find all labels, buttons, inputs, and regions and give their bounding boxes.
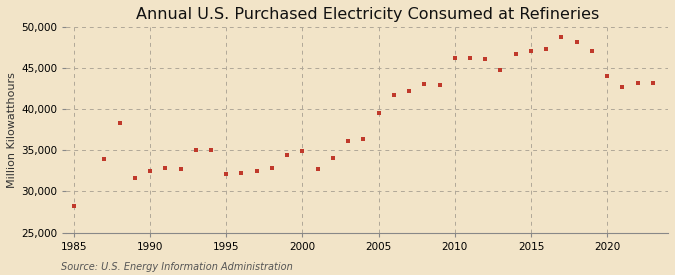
Point [373, 111, 384, 116]
Text: Source: U.S. Energy Information Administration: Source: U.S. Energy Information Administ… [61, 262, 292, 272]
Point [601, 73, 612, 78]
Point [114, 120, 125, 125]
Point [587, 49, 597, 53]
Point [556, 35, 567, 39]
Point [495, 68, 506, 72]
Point [358, 137, 369, 141]
Point [251, 169, 262, 173]
Point [267, 166, 277, 171]
Point [434, 82, 445, 87]
Point [281, 153, 292, 158]
Point [99, 156, 110, 161]
Point [130, 175, 140, 180]
Point [480, 57, 491, 62]
Point [313, 167, 323, 172]
Point [510, 51, 521, 56]
Point [297, 149, 308, 153]
Point [160, 166, 171, 171]
Point [68, 204, 79, 208]
Point [647, 81, 658, 85]
Point [175, 167, 186, 172]
Point [571, 40, 582, 44]
Point [206, 147, 217, 152]
Point [450, 56, 460, 60]
Y-axis label: Million Kilowatthours: Million Kilowatthours [7, 72, 17, 188]
Point [617, 85, 628, 89]
Point [221, 172, 232, 177]
Point [404, 89, 414, 94]
Title: Annual U.S. Purchased Electricity Consumed at Refineries: Annual U.S. Purchased Electricity Consum… [136, 7, 599, 22]
Point [190, 148, 201, 153]
Point [464, 56, 475, 60]
Point [343, 138, 354, 143]
Point [144, 169, 155, 173]
Point [388, 92, 399, 97]
Point [541, 47, 551, 52]
Point [526, 49, 537, 53]
Point [632, 81, 643, 85]
Point [327, 156, 338, 160]
Point [419, 82, 430, 86]
Point [236, 170, 247, 175]
